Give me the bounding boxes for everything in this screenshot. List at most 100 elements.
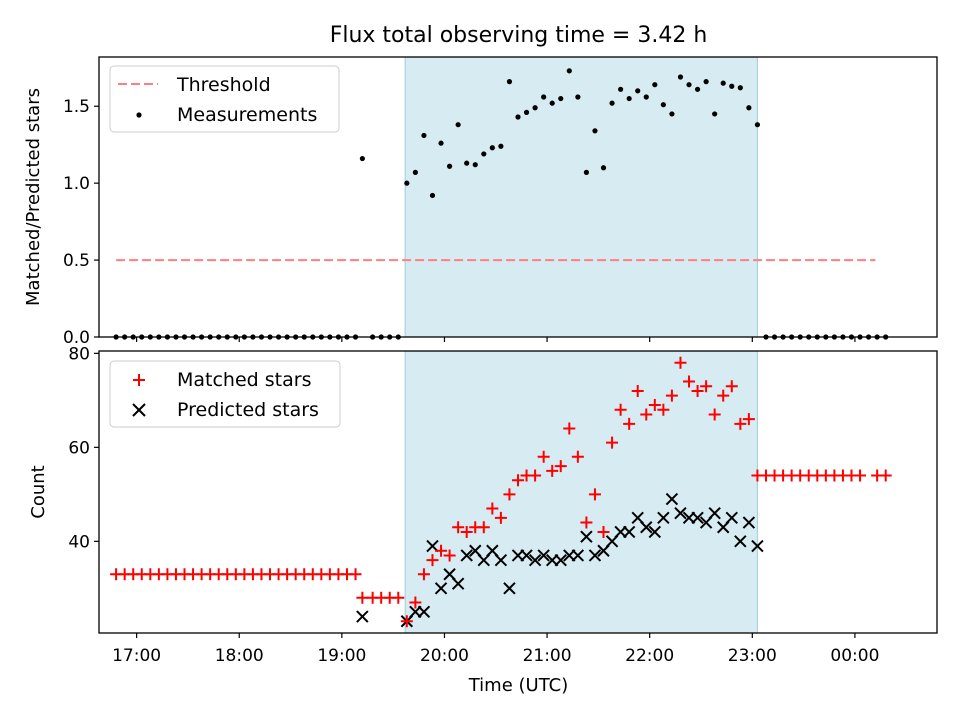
legend-measurement-icon	[136, 112, 142, 118]
measurement-point	[592, 128, 598, 134]
measurement-point	[549, 100, 555, 106]
predicted-point	[640, 521, 653, 534]
bottom-ytick-label: 80	[68, 344, 90, 364]
measurement-point	[412, 169, 418, 175]
predicted-point	[657, 511, 670, 525]
predicted-point	[648, 525, 662, 539]
matched-point	[879, 469, 892, 482]
bottom-ytick-label: 40	[68, 532, 90, 552]
matched-point	[349, 568, 362, 581]
predicted-point	[460, 549, 473, 562]
predicted-point	[356, 610, 369, 623]
predicted-point	[751, 539, 764, 553]
top-x-ticks	[136, 337, 856, 342]
matched-point	[614, 403, 627, 416]
measurement-point	[643, 94, 649, 100]
legend-predicted-icon	[132, 403, 146, 417]
measurement-point	[489, 145, 495, 151]
predicted-point	[665, 492, 679, 506]
measurement-point	[754, 122, 761, 128]
predicted-point	[554, 553, 567, 567]
bottom-xtick-label: 17:00	[112, 646, 161, 666]
matched-point	[356, 591, 369, 604]
predicted-point	[588, 549, 602, 562]
predicted-point	[580, 530, 593, 543]
predicted-point	[417, 605, 431, 619]
measurement-point	[464, 160, 470, 166]
predicted-point	[571, 549, 585, 562]
bottom-legend: Matched stars Predicted stars	[109, 360, 341, 428]
measurement-point	[523, 109, 530, 115]
measurement-point	[566, 68, 572, 74]
matched-point	[494, 511, 507, 524]
matched-point	[563, 422, 576, 435]
matched-point	[400, 615, 413, 628]
matched-point	[477, 521, 490, 534]
bottom-x-ticks: 17:00 18:00 19:00 20:00 21:00 22:00 23:00 00:00	[112, 633, 879, 666]
matched-point	[657, 403, 670, 416]
measurement-point	[686, 82, 692, 88]
bottom-xtick-label: 00:00	[830, 646, 879, 666]
matched-point	[674, 356, 687, 369]
matched-point	[554, 460, 567, 473]
bottom-ylabel: Count	[28, 465, 49, 518]
matched-point	[683, 375, 696, 388]
matched-point	[648, 399, 661, 412]
measurement-point	[472, 162, 478, 168]
matched-point	[529, 469, 542, 482]
top-legend: Threshold Measurements	[109, 65, 340, 133]
top-ytick-label: 0.0	[63, 328, 90, 348]
bottom-xtick-label: 18:00	[215, 646, 264, 666]
measurement-point	[669, 111, 675, 117]
top-ytick-label: 1.0	[63, 174, 90, 194]
matched-point	[546, 464, 559, 477]
matched-point	[691, 384, 704, 397]
measurement-point	[515, 114, 521, 120]
measurement-point	[677, 74, 684, 80]
matched-point	[392, 591, 405, 604]
predicted-point	[734, 535, 747, 548]
measurement-point	[532, 105, 538, 111]
measurement-point	[600, 165, 607, 171]
matched-point	[417, 568, 430, 581]
matched-point	[580, 516, 593, 529]
measurement-point	[558, 95, 564, 102]
measurement-point	[455, 122, 461, 128]
bottom-xlabel: Time (UTC)	[468, 675, 569, 696]
predicted-point	[494, 553, 508, 567]
top-panel: 0.0 0.5 1.0 1.5 Matched/Predicted stars Thr…	[23, 56, 938, 348]
bottom-panel: 40 60 80 17:00 18:00 19:00 20:00 21:00 22:00 23:…	[28, 344, 938, 696]
measurement-point	[618, 86, 624, 92]
matched-point	[503, 488, 516, 501]
predicted-point	[708, 506, 721, 520]
predicted-point	[528, 553, 542, 567]
predicted-point	[537, 549, 550, 562]
measurement-point	[438, 140, 444, 146]
bottom-y-ticks: 40 60 80	[68, 344, 99, 552]
measurement-point	[729, 83, 735, 89]
legend-matched-label: Matched stars	[177, 369, 311, 391]
bottom-xtick-label: 19:00	[317, 646, 366, 666]
measurement-point	[720, 80, 726, 86]
top-ytick-label: 0.5	[63, 251, 90, 271]
top-legend-box	[109, 65, 340, 133]
predicted-point	[674, 506, 687, 520]
measurement-point	[660, 102, 666, 108]
bottom-legend-box	[109, 360, 341, 428]
measurement-point	[421, 132, 427, 139]
top-y-ticks: 0.0 0.5 1.0 1.5	[63, 97, 99, 348]
top-span	[404, 56, 758, 338]
measurement-point	[652, 82, 658, 88]
measurement-point	[626, 95, 632, 102]
bottom-marks	[110, 356, 892, 628]
measurement-point	[746, 105, 752, 111]
matched-point	[700, 380, 713, 393]
predicted-point	[426, 539, 439, 553]
measurement-point	[481, 151, 487, 157]
measurement-point	[635, 88, 641, 94]
matched-point	[597, 525, 610, 538]
matched-point	[725, 380, 738, 393]
matched-point	[571, 450, 584, 463]
matched-point	[665, 389, 678, 402]
